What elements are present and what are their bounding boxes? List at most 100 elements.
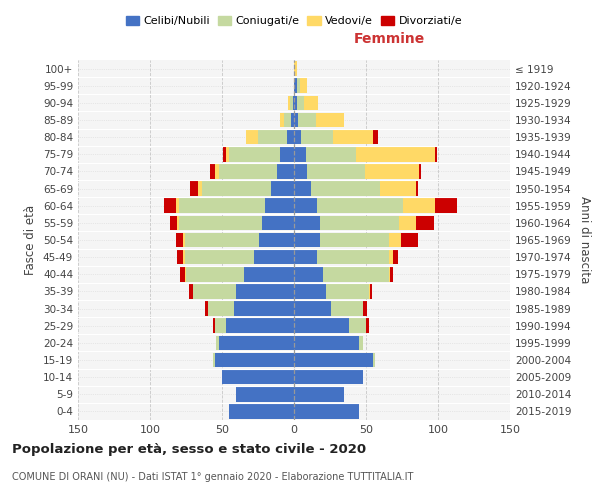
Bar [215, 318, 226, 333]
Bar [294, 318, 349, 333]
Text: Popolazione per età, sesso e stato civile - 2020: Popolazione per età, sesso e stato civil… [12, 442, 366, 456]
Bar [202, 182, 271, 196]
Bar [435, 147, 437, 162]
Bar [214, 318, 215, 333]
Bar [214, 352, 215, 368]
Bar [280, 112, 284, 128]
Bar [164, 198, 176, 213]
Bar [190, 182, 197, 196]
Bar [370, 284, 372, 298]
Bar [294, 96, 297, 110]
Bar [185, 250, 254, 264]
Bar [185, 232, 259, 248]
Bar [389, 232, 401, 248]
Bar [185, 267, 186, 281]
Bar [294, 232, 320, 248]
Bar [294, 78, 297, 93]
Bar [294, 370, 363, 384]
Bar [288, 96, 290, 110]
Bar [331, 302, 363, 316]
Bar [294, 404, 359, 418]
Bar [403, 198, 435, 213]
Bar [391, 267, 394, 281]
Bar [304, 96, 319, 110]
Bar [394, 250, 398, 264]
Bar [259, 232, 294, 248]
Bar [294, 336, 359, 350]
Y-axis label: Anni di nascita: Anni di nascita [578, 196, 591, 284]
Bar [193, 284, 236, 298]
Bar [284, 112, 291, 128]
Bar [176, 232, 183, 248]
Bar [380, 182, 416, 196]
Bar [170, 216, 178, 230]
Bar [236, 284, 294, 298]
Bar [320, 232, 389, 248]
Bar [419, 164, 421, 178]
Bar [271, 182, 294, 196]
Bar [369, 284, 370, 298]
Bar [297, 78, 300, 93]
Bar [233, 302, 294, 316]
Bar [349, 318, 366, 333]
Bar [297, 96, 304, 110]
Bar [320, 216, 399, 230]
Bar [300, 78, 307, 93]
Bar [197, 182, 202, 196]
Bar [359, 336, 363, 350]
Bar [205, 302, 208, 316]
Bar [317, 198, 403, 213]
Bar [290, 96, 293, 110]
Bar [186, 267, 244, 281]
Bar [294, 216, 320, 230]
Bar [265, 198, 294, 213]
Bar [183, 232, 185, 248]
Bar [294, 267, 323, 281]
Bar [294, 284, 326, 298]
Bar [178, 216, 179, 230]
Bar [323, 267, 389, 281]
Bar [294, 250, 317, 264]
Bar [179, 198, 265, 213]
Bar [258, 130, 287, 144]
Text: COMUNE DI ORANI (NU) - Dati ISTAT 1° gennaio 2020 - Elaborazione TUTTITALIA.IT: COMUNE DI ORANI (NU) - Dati ISTAT 1° gen… [12, 472, 413, 482]
Bar [294, 352, 373, 368]
Bar [294, 62, 297, 76]
Bar [291, 112, 294, 128]
Bar [176, 198, 179, 213]
Bar [399, 216, 416, 230]
Bar [294, 112, 298, 128]
Bar [294, 198, 317, 213]
Bar [178, 250, 183, 264]
Bar [215, 352, 294, 368]
Bar [363, 302, 367, 316]
Bar [401, 232, 418, 248]
Bar [222, 370, 294, 384]
Bar [293, 96, 294, 110]
Bar [211, 164, 215, 178]
Bar [311, 182, 380, 196]
Bar [229, 404, 294, 418]
Bar [247, 130, 258, 144]
Bar [333, 130, 373, 144]
Bar [215, 164, 219, 178]
Bar [326, 284, 369, 298]
Bar [216, 336, 219, 350]
Bar [287, 130, 294, 144]
Text: Femmine: Femmine [353, 32, 425, 46]
Bar [244, 267, 294, 281]
Bar [416, 216, 434, 230]
Bar [277, 164, 294, 178]
Bar [229, 147, 280, 162]
Bar [226, 318, 294, 333]
Bar [180, 267, 185, 281]
Bar [317, 250, 389, 264]
Bar [316, 112, 344, 128]
Bar [219, 164, 277, 178]
Legend: Celibi/Nubili, Coniugati/e, Vedovi/e, Divorziati/e: Celibi/Nubili, Coniugati/e, Vedovi/e, Di… [121, 12, 467, 31]
Bar [294, 387, 344, 402]
Bar [373, 130, 377, 144]
Bar [294, 182, 311, 196]
Bar [298, 112, 316, 128]
Bar [389, 267, 391, 281]
